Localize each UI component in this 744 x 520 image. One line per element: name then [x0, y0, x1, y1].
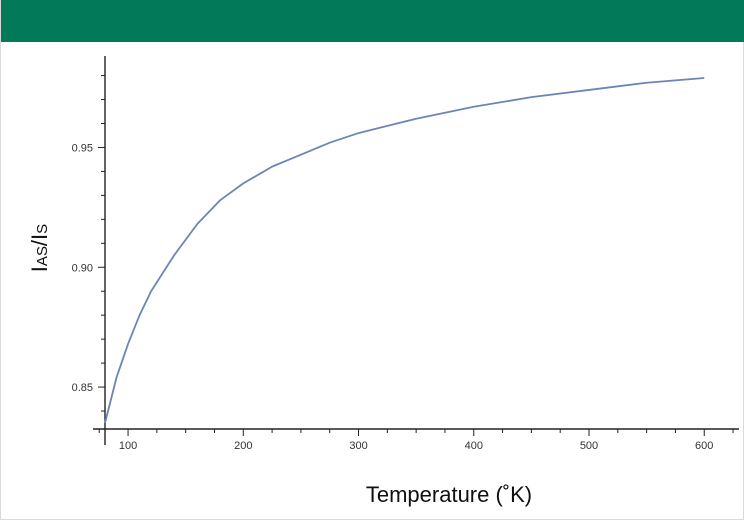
y-tick-label: 0.85 — [72, 382, 93, 394]
x-tick-label: 100 — [119, 440, 137, 452]
x-tick-label: 300 — [349, 440, 367, 452]
x-tick-label: 200 — [234, 440, 252, 452]
x-axis-title: Temperature (˚K) — [366, 482, 532, 507]
y-axis-ticks: 0.85 0.90 0.95 — [72, 75, 105, 412]
x-tick-label: 500 — [580, 440, 598, 452]
y-tick-label: 0.95 — [72, 142, 93, 154]
x-axis-ticks: 100 200 300 400 500 600 — [98, 429, 734, 452]
x-tick-label: 400 — [465, 440, 483, 452]
y-tick-label: 0.90 — [72, 262, 93, 274]
y-axis-title: IAS/IS — [27, 224, 52, 272]
series-line — [104, 77, 705, 424]
header-banner — [1, 0, 744, 42]
x-tick-label: 600 — [695, 440, 713, 452]
